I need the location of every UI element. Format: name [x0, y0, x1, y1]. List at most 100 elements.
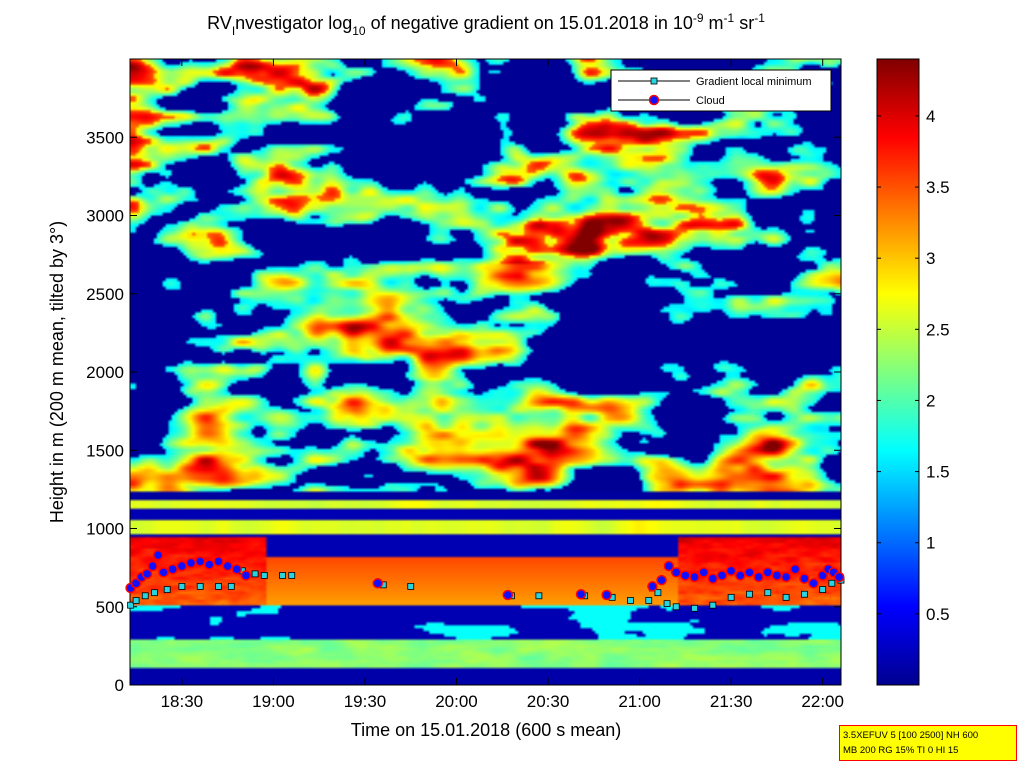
cloud-point — [601, 589, 612, 601]
y-axis: 0 500 1000 1500 2000 2500 3000 3500 — [86, 128, 841, 695]
colorbar-tick-label: 3.5 — [926, 178, 950, 197]
cloud-point — [753, 571, 764, 583]
cloud-point — [647, 581, 658, 592]
y-axis-label: Height in m (200 m mean, tilted by 3°) — [47, 221, 67, 523]
colorbar-tick-label: 0.5 — [926, 605, 950, 624]
cloud-point — [833, 571, 845, 583]
gradient-minimum-point — [727, 593, 735, 601]
cloud-point — [231, 563, 243, 575]
gradient-minimum-point — [828, 579, 836, 587]
info-box-line-2: MB 200 RG 15% TI 0 HI 15 — [843, 745, 959, 756]
y-tick-label: 2000 — [86, 363, 124, 382]
cloud-point — [167, 563, 178, 575]
gradient-minimum-point — [288, 572, 296, 579]
legend-marker-cloud — [648, 94, 660, 106]
gradient-minimum-point — [260, 572, 268, 579]
cloud-point — [735, 570, 746, 581]
gradient-minimum-point — [764, 589, 772, 597]
y-tick-label: 3500 — [86, 128, 124, 147]
colorbar: 0.5 1 1.5 2 2.5 3 3.5 4 — [876, 58, 950, 686]
x-axis-label: Time on 15.01.2018 (600 s mean) — [351, 720, 622, 740]
plot-area — [129, 58, 842, 686]
gradient-minimum-point — [691, 604, 698, 612]
colorbar-tick-label: 3 — [926, 249, 935, 268]
cloud-point — [707, 573, 719, 584]
legend-label-gradient-local-minimum: Gradient local minimum — [696, 76, 812, 88]
cloud-point — [799, 573, 810, 584]
y-tick-label: 0 — [115, 676, 124, 695]
cloud-point — [213, 556, 224, 567]
gradient-minimum-point — [141, 592, 149, 600]
colorbar-gradient — [877, 59, 919, 685]
cloud-point — [670, 567, 682, 578]
gradient-minimum-point — [627, 597, 634, 604]
colorbar-tick-label: 2 — [926, 391, 935, 410]
gradient-minimum-point — [663, 600, 671, 608]
cloud-point — [656, 574, 667, 586]
x-tick-label: 20:00 — [435, 692, 478, 711]
heatmap-image — [130, 59, 841, 685]
gradient-minimum-point — [535, 592, 543, 600]
gradient-minimum-point — [407, 583, 415, 590]
cloud-point — [780, 571, 792, 583]
legend: Gradient local minimum Cloud — [610, 69, 832, 112]
gradient-minimum-point — [645, 597, 653, 604]
x-tick-label: 18:30 — [161, 692, 204, 711]
cloud-point — [771, 570, 783, 581]
y-tick-label: 1000 — [86, 520, 124, 539]
markers-layer — [125, 549, 845, 612]
gradient-minimum-point — [132, 597, 140, 604]
x-tick-label: 20:30 — [527, 692, 570, 711]
gradient-minimum-point — [196, 583, 204, 590]
cloud-point — [808, 578, 819, 589]
gradient-minimum-point — [654, 589, 662, 597]
cloud-point — [689, 571, 700, 583]
cloud-point — [698, 567, 709, 578]
cloud-point — [204, 559, 215, 570]
colorbar-tick-label: 1.5 — [926, 463, 950, 482]
y-tick-label: 1500 — [86, 441, 124, 460]
cloud-point — [240, 570, 252, 581]
colorbar-frame — [876, 58, 920, 686]
x-tick-label: 19:30 — [344, 692, 387, 711]
x-tick-label: 21:00 — [618, 692, 661, 711]
colorbar-tick-label: 4 — [926, 107, 935, 126]
cloud-point — [663, 560, 675, 572]
cloud-point — [194, 556, 206, 567]
y-tick-label: 500 — [96, 598, 124, 617]
gradient-minimum-point — [800, 590, 808, 598]
gradient-minimum-point — [163, 586, 171, 593]
cloud-point — [716, 570, 728, 581]
legend-marker-gradient-local-minimum — [650, 77, 658, 85]
cloud-point — [372, 578, 384, 589]
legend-box — [610, 69, 832, 112]
gradient-minimum-point — [127, 601, 135, 609]
gradient-minimum-point — [251, 570, 259, 578]
cloud-point — [147, 560, 158, 572]
gradient-minimum-point — [709, 601, 717, 609]
legend-label-cloud: Cloud — [696, 95, 725, 107]
gradient-minimum-point — [151, 589, 158, 597]
y-tick-label: 2500 — [86, 285, 124, 304]
gradient-minimum-point — [227, 583, 235, 590]
x-axis: 18:30 19:00 19:30 20:00 20:30 21:00 21:30 22:00 — [161, 59, 844, 711]
cloud-point — [176, 560, 188, 572]
y-tick-label: 3000 — [86, 207, 124, 226]
info-box: 3.5XEFUV 5 [100 2500] NH 600 MB 200 RG 1… — [839, 725, 1017, 761]
x-tick-label: 22:00 — [801, 692, 844, 711]
cloud-point — [185, 557, 197, 569]
gradient-minimum-point — [746, 590, 753, 598]
cloud-point — [725, 565, 737, 577]
cloud-point — [744, 567, 755, 578]
cloud-point — [222, 560, 233, 572]
cloud-point — [158, 567, 169, 578]
cloud-point — [575, 588, 587, 600]
cloud-point — [502, 589, 514, 601]
chart-title: RVInvestigator log10 of negative gradien… — [207, 11, 765, 38]
gradient-minimum-point — [279, 572, 286, 579]
gradient-minimum-point — [178, 583, 186, 590]
colorbar-tick-label: 2.5 — [926, 320, 950, 339]
gradient-minimum-point — [782, 593, 790, 601]
cloud-point — [789, 563, 801, 575]
